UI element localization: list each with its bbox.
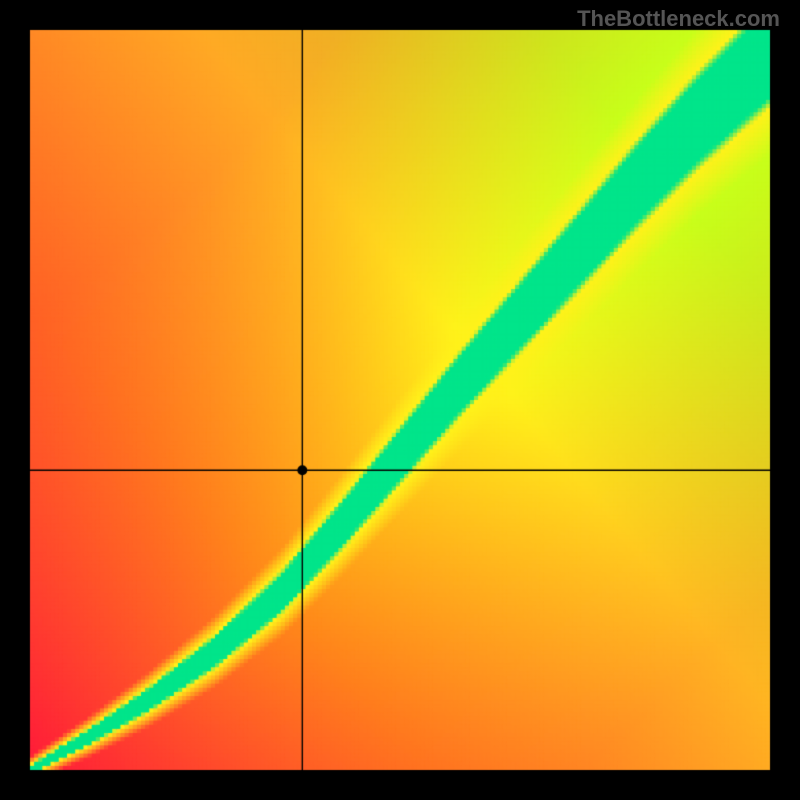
bottleneck-heatmap-chart bbox=[0, 0, 800, 800]
watermark-text: TheBottleneck.com bbox=[577, 6, 780, 32]
heatmap-canvas bbox=[0, 0, 800, 800]
